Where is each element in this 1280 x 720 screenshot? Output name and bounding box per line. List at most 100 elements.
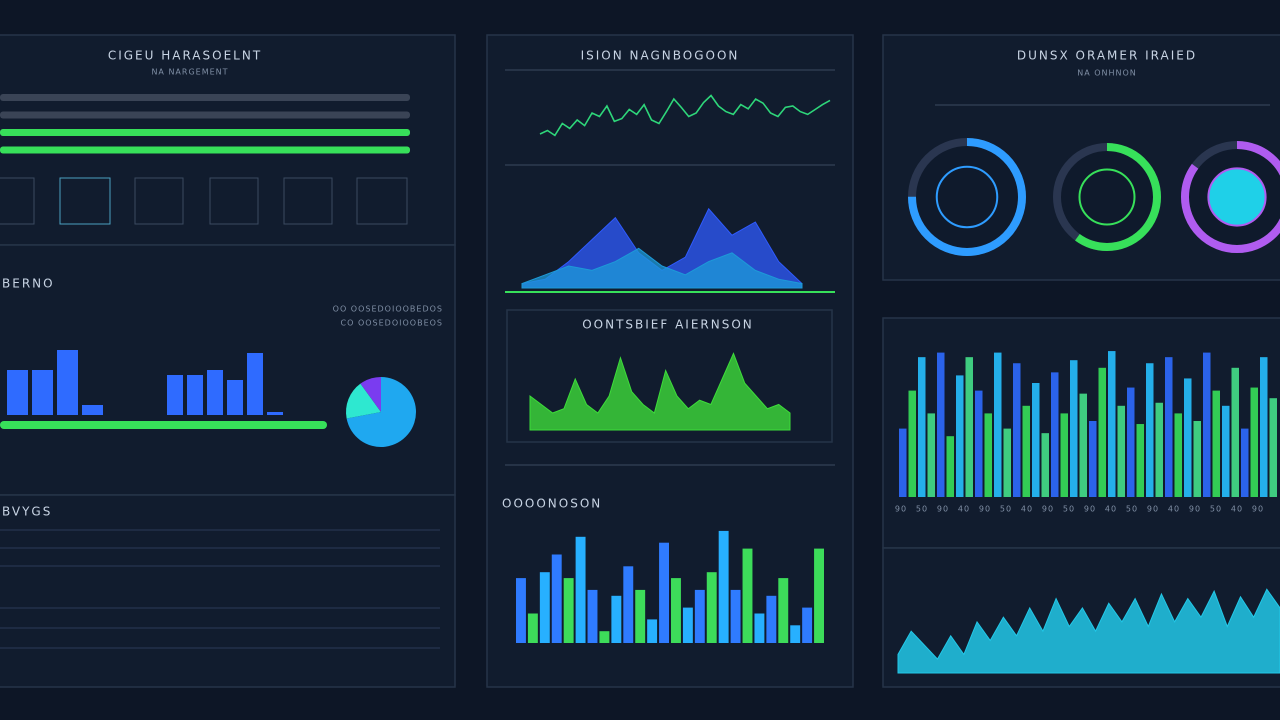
bar	[1250, 387, 1258, 497]
bar	[623, 566, 634, 643]
ring-core	[1078, 168, 1136, 226]
x-tick-label: 90	[1042, 505, 1054, 514]
bar	[908, 390, 916, 497]
progress-track	[0, 111, 410, 119]
x-tick-label: 90	[1084, 505, 1096, 514]
x-tick-label: 90	[937, 505, 949, 514]
section-title: BERNO	[2, 277, 55, 291]
bar	[659, 542, 669, 643]
meter-fill	[0, 421, 327, 429]
bar	[527, 613, 538, 643]
x-tick-label: 50	[916, 505, 928, 514]
panel	[0, 494, 456, 688]
section-title: BVYGS	[2, 505, 52, 519]
ring	[1053, 143, 1161, 251]
panel-subtitle: NA ONHNON	[1077, 69, 1137, 78]
bar	[1117, 405, 1125, 497]
bar	[635, 589, 646, 643]
panel-title: CIGEU HARASOELNT	[108, 49, 262, 63]
ring-core	[1207, 167, 1267, 227]
ring	[908, 138, 1026, 256]
bar	[1022, 405, 1030, 497]
bar	[1079, 393, 1087, 497]
bar	[167, 375, 183, 415]
bar	[563, 578, 574, 643]
bar	[984, 413, 992, 497]
x-tick-label: 90	[1252, 505, 1264, 514]
bar	[778, 578, 789, 643]
bar	[918, 357, 926, 497]
bar	[754, 613, 765, 643]
pie-slice	[360, 377, 381, 412]
bar	[1060, 413, 1068, 497]
pie-slice	[346, 377, 416, 447]
note: OO OOSEDOIOOBEDOS	[333, 305, 443, 314]
x-tick-label: 40	[1105, 505, 1117, 514]
line	[539, 94, 831, 137]
bar	[32, 370, 53, 415]
note: CO OOSEDOIOOBEOS	[341, 319, 443, 328]
bar	[671, 578, 681, 643]
icon-button[interactable]	[283, 177, 333, 225]
table-lines	[0, 529, 440, 649]
bar	[187, 375, 203, 415]
x-tick-label: 40	[1021, 505, 1033, 514]
x-tick-label: 90	[1189, 505, 1201, 514]
x-tick-label: 40	[958, 505, 970, 514]
bar	[1222, 405, 1230, 497]
bar	[682, 607, 693, 643]
bar	[82, 405, 103, 415]
bar	[1184, 378, 1192, 497]
bar	[1193, 421, 1201, 497]
panel	[0, 34, 456, 246]
bar	[742, 548, 753, 643]
ring-core	[935, 165, 999, 229]
bar	[956, 375, 964, 497]
bar	[1051, 372, 1059, 497]
bar	[1241, 428, 1249, 497]
bar	[551, 554, 562, 643]
x-tick-label: 50	[1063, 505, 1075, 514]
panel-title: OONTSBIEF AIERNSON	[582, 318, 754, 332]
x-tick-label: 50	[1210, 505, 1222, 514]
bar	[1041, 433, 1049, 497]
progress-track	[0, 94, 410, 101]
x-tick-label: 40	[1168, 505, 1180, 514]
bar	[994, 352, 1002, 497]
x-tick-label: 40	[1231, 505, 1243, 514]
icon-button[interactable]	[0, 177, 35, 225]
bar	[647, 619, 658, 643]
bar	[516, 578, 526, 643]
bar	[587, 589, 598, 643]
x-tick-label: 90	[895, 505, 907, 514]
area	[521, 247, 803, 289]
bar	[706, 572, 717, 643]
icon-button[interactable]	[59, 177, 111, 225]
bar	[766, 595, 777, 643]
bar	[575, 536, 586, 643]
panel-title: DUNSX ORAMER IRAIED	[1017, 49, 1197, 63]
bar	[1212, 390, 1220, 497]
bar	[227, 380, 243, 415]
icon-button[interactable]	[209, 177, 259, 225]
bar	[57, 350, 78, 415]
area	[529, 352, 791, 431]
icon-row	[0, 177, 408, 225]
bar	[1089, 421, 1097, 497]
icon-button[interactable]	[356, 177, 408, 225]
bar	[937, 352, 945, 497]
bar	[1231, 367, 1239, 497]
bar	[1098, 367, 1106, 497]
bar	[247, 353, 263, 415]
bar	[694, 589, 705, 643]
bar	[1070, 360, 1078, 497]
bar	[1155, 402, 1163, 497]
bar	[539, 572, 550, 643]
bar	[611, 595, 622, 643]
area	[897, 588, 1280, 674]
icon-button[interactable]	[134, 177, 184, 225]
bar	[927, 413, 935, 497]
panel-title: OOOONOSON	[502, 497, 602, 511]
bar	[1136, 424, 1144, 497]
